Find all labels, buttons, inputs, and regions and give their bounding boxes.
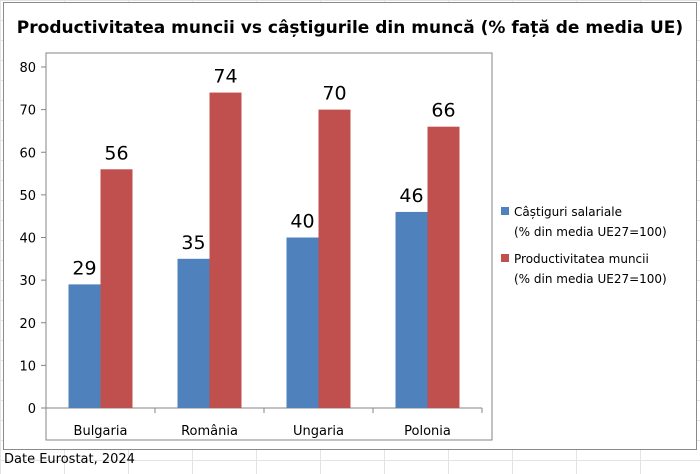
x-tick-label: Ungaria	[293, 424, 344, 439]
bar-castiguri-3[interactable]	[395, 211, 428, 408]
bar-castiguri-0[interactable]	[68, 284, 101, 408]
legend-label-1: Câștiguri salariale	[514, 205, 622, 219]
legend: Câștiguri salariale (% din media UE27=100…	[501, 205, 667, 286]
data-label: 35	[181, 232, 205, 254]
data-label: 40	[290, 211, 314, 233]
x-tick-label: Polonia	[404, 424, 451, 439]
legend-swatch-1	[501, 207, 509, 215]
y-tick-label: 60	[19, 146, 36, 161]
bar-productivitate-1[interactable]	[209, 92, 242, 408]
bar-castiguri-2[interactable]	[286, 237, 319, 409]
x-tick-label: Bulgaria	[74, 424, 128, 439]
bar-castiguri-1[interactable]	[177, 258, 210, 408]
data-label: 66	[431, 100, 455, 122]
legend-label-2: Productivitatea muncii	[514, 252, 649, 266]
y-tick-label: 10	[19, 359, 36, 374]
data-label: 46	[399, 185, 423, 207]
data-label: 56	[104, 142, 128, 164]
data-label: 29	[72, 257, 96, 279]
data-label: 74	[213, 66, 237, 88]
chart-title: Productivitatea muncii vs câștigurile di…	[16, 18, 684, 38]
y-tick-label: 40	[19, 232, 36, 247]
y-tick-label: 50	[19, 189, 36, 204]
bar-productivitate-0[interactable]	[100, 169, 133, 408]
y-tick-label: 30	[19, 274, 36, 289]
bar-productivitate-2[interactable]	[318, 109, 351, 408]
y-tick-label: 70	[19, 104, 36, 119]
bar-productivitate-3[interactable]	[427, 126, 460, 409]
source-note: Date Eurostat, 2024	[4, 452, 135, 467]
y-tick-label: 0	[28, 402, 36, 417]
y-tick-label: 80	[19, 61, 36, 76]
legend-swatch-2	[501, 254, 509, 262]
legend-sublabel-1: (% din media UE27=100)	[514, 225, 667, 239]
legend-sublabel-2: (% din media UE27=100)	[514, 272, 667, 286]
y-tick-label: 20	[19, 317, 36, 332]
x-tick-label: România	[181, 424, 238, 439]
data-label: 70	[322, 83, 346, 105]
